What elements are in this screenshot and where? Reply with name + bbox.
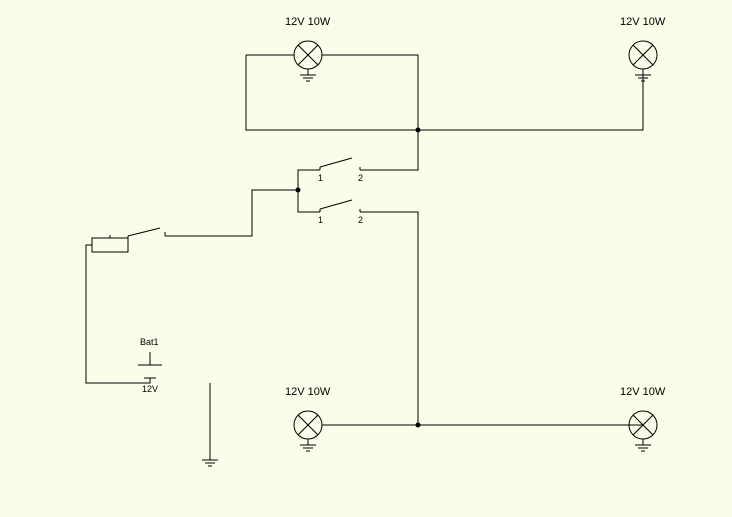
lamp-top-right-label: 12V 10W (620, 16, 666, 28)
battery-label-name: Bat1 (140, 337, 159, 347)
switch-upper-pin2: 2 (358, 173, 363, 183)
lamp-bot-left-label: 12V 10W (285, 386, 331, 398)
junction-node (416, 128, 421, 133)
lamp-top-left-label: 12V 10W (285, 16, 331, 28)
lamp-bot-right-label: 12V 10W (620, 386, 666, 398)
circuit-diagram: 12V 10W 12V 10W 12V 10W 12V 10W Bat1 12V 1 2 1 2 (0, 0, 732, 517)
battery-label-value: 12V (142, 384, 158, 394)
canvas-bg (0, 0, 732, 517)
junction-node (296, 188, 301, 193)
junction-node (416, 423, 421, 428)
switch-upper-pin1: 1 (318, 173, 323, 183)
switch-lower-pin1: 1 (318, 215, 323, 225)
switch-lower-pin2: 2 (358, 215, 363, 225)
